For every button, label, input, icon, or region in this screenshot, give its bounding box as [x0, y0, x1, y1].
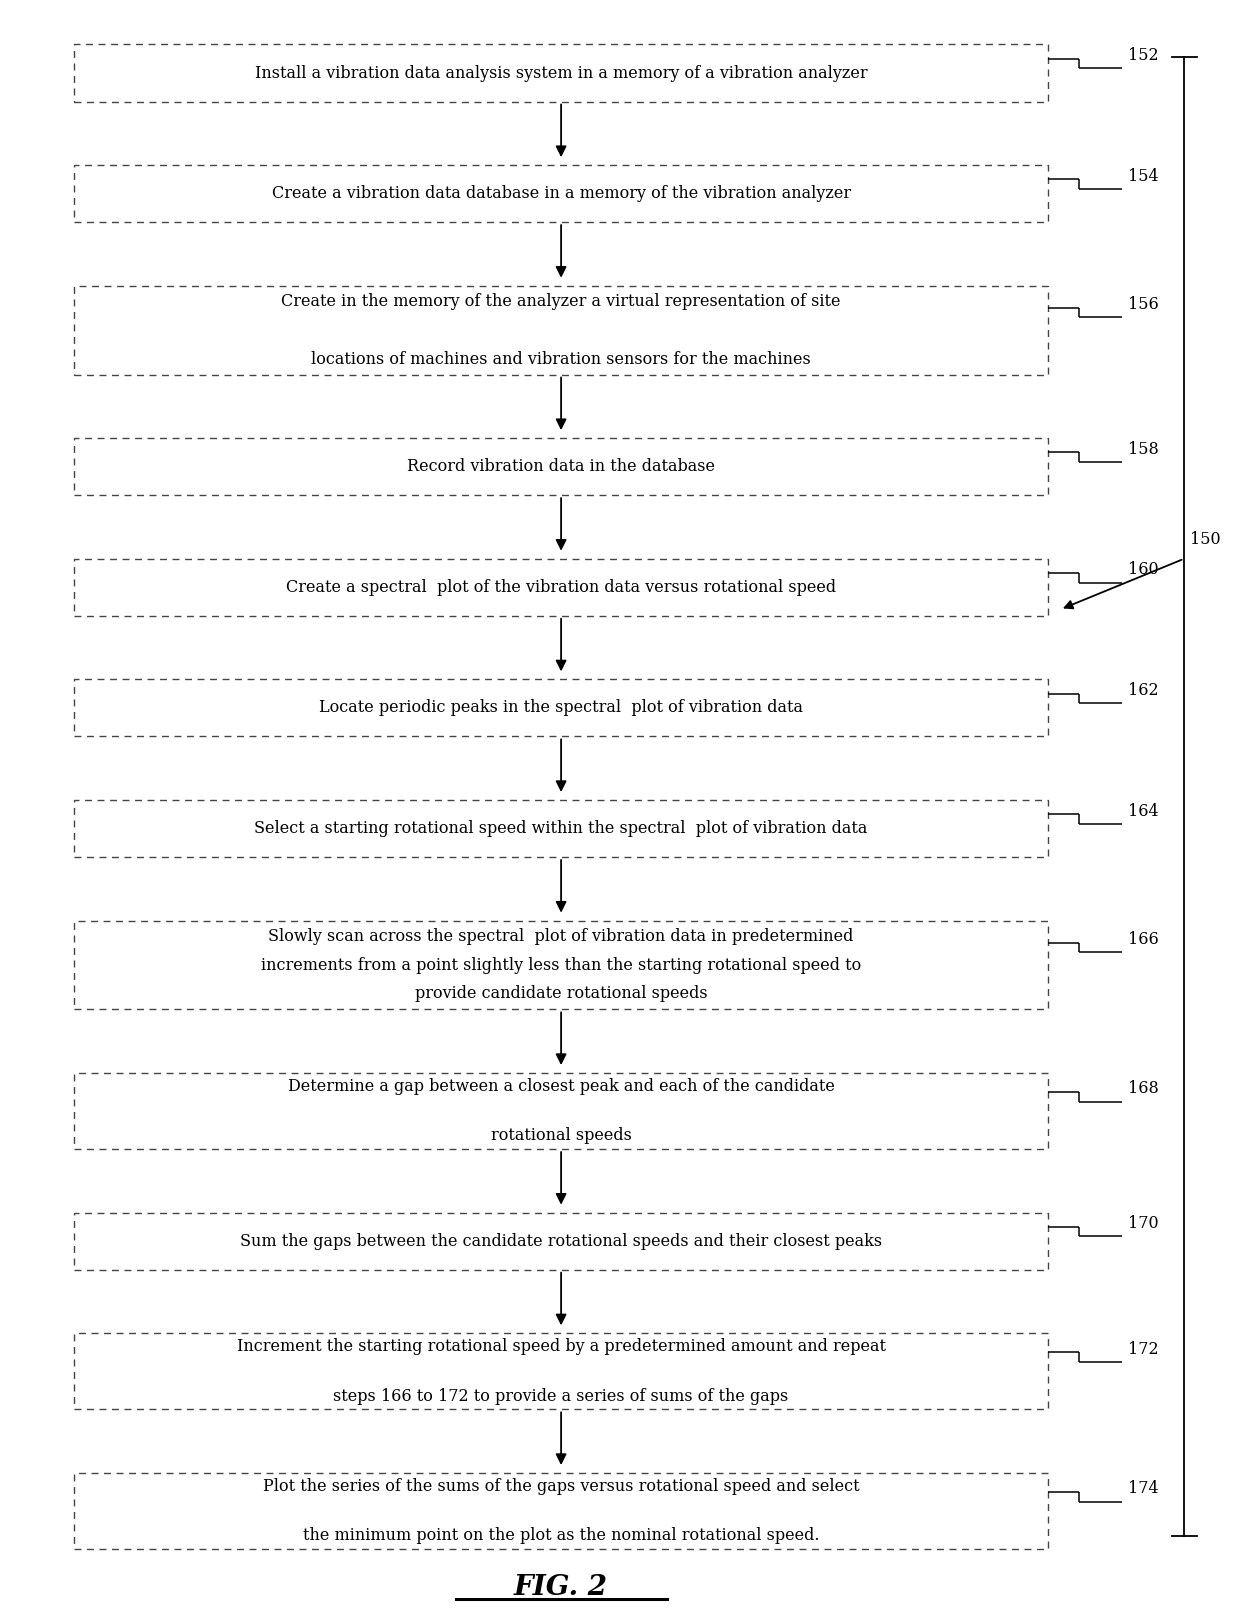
Bar: [74, 680, 1048, 737]
Text: 150: 150: [1190, 531, 1221, 549]
Text: 162: 162: [1128, 682, 1159, 699]
Bar: [74, 921, 1048, 1010]
Text: 156: 156: [1128, 296, 1159, 312]
Text: rotational speeds: rotational speeds: [491, 1127, 631, 1145]
Text: Install a vibration data analysis system in a memory of a vibration analyzer: Install a vibration data analysis system…: [254, 65, 868, 81]
Text: FIG. 2: FIG. 2: [515, 1574, 608, 1601]
Text: provide candidate rotational speeds: provide candidate rotational speeds: [415, 986, 707, 1002]
Text: Determine a gap between a closest peak and each of the candidate: Determine a gap between a closest peak a…: [288, 1078, 835, 1094]
Bar: [74, 559, 1048, 615]
Text: 166: 166: [1128, 931, 1159, 949]
Text: Slowly scan across the spectral  plot of vibration data in predetermined: Slowly scan across the spectral plot of …: [268, 928, 854, 944]
Bar: [74, 44, 1048, 102]
Text: 154: 154: [1128, 168, 1159, 185]
Bar: [74, 439, 1048, 495]
Text: locations of machines and vibration sensors for the machines: locations of machines and vibration sens…: [311, 351, 811, 368]
Bar: [74, 1073, 1048, 1149]
Text: 160: 160: [1128, 562, 1159, 578]
Text: Record vibration data in the database: Record vibration data in the database: [407, 458, 715, 474]
Text: 164: 164: [1128, 803, 1159, 819]
Bar: [74, 285, 1048, 374]
Text: Create in the memory of the analyzer a virtual representation of site: Create in the memory of the analyzer a v…: [281, 293, 841, 309]
Text: 170: 170: [1128, 1216, 1159, 1232]
Text: Create a spectral  plot of the vibration data versus rotational speed: Create a spectral plot of the vibration …: [286, 578, 836, 596]
Text: Sum the gaps between the candidate rotational speeds and their closest peaks: Sum the gaps between the candidate rotat…: [241, 1232, 882, 1250]
Text: Create a vibration data database in a memory of the vibration analyzer: Create a vibration data database in a me…: [272, 185, 851, 202]
Text: Plot the series of the sums of the gaps versus rotational speed and select: Plot the series of the sums of the gaps …: [263, 1478, 859, 1494]
Text: 174: 174: [1128, 1480, 1159, 1498]
Text: 168: 168: [1128, 1080, 1159, 1098]
Bar: [74, 1213, 1048, 1269]
Text: Increment the starting rotational speed by a predetermined amount and repeat: Increment the starting rotational speed …: [237, 1339, 885, 1355]
Bar: [74, 1334, 1048, 1410]
Bar: [74, 800, 1048, 856]
Text: Select a starting rotational speed within the spectral  plot of vibration data: Select a starting rotational speed withi…: [254, 821, 868, 837]
Text: steps 166 to 172 to provide a series of sums of the gaps: steps 166 to 172 to provide a series of …: [334, 1387, 789, 1405]
Text: Locate periodic peaks in the spectral  plot of vibration data: Locate periodic peaks in the spectral pl…: [319, 699, 804, 717]
Text: 158: 158: [1128, 440, 1159, 458]
Bar: [74, 1473, 1048, 1549]
Text: 172: 172: [1128, 1341, 1159, 1358]
Bar: [74, 165, 1048, 222]
Text: the minimum point on the plot as the nominal rotational speed.: the minimum point on the plot as the nom…: [303, 1527, 820, 1545]
Text: increments from a point slightly less than the starting rotational speed to: increments from a point slightly less th…: [260, 957, 862, 973]
Text: 152: 152: [1128, 47, 1159, 65]
